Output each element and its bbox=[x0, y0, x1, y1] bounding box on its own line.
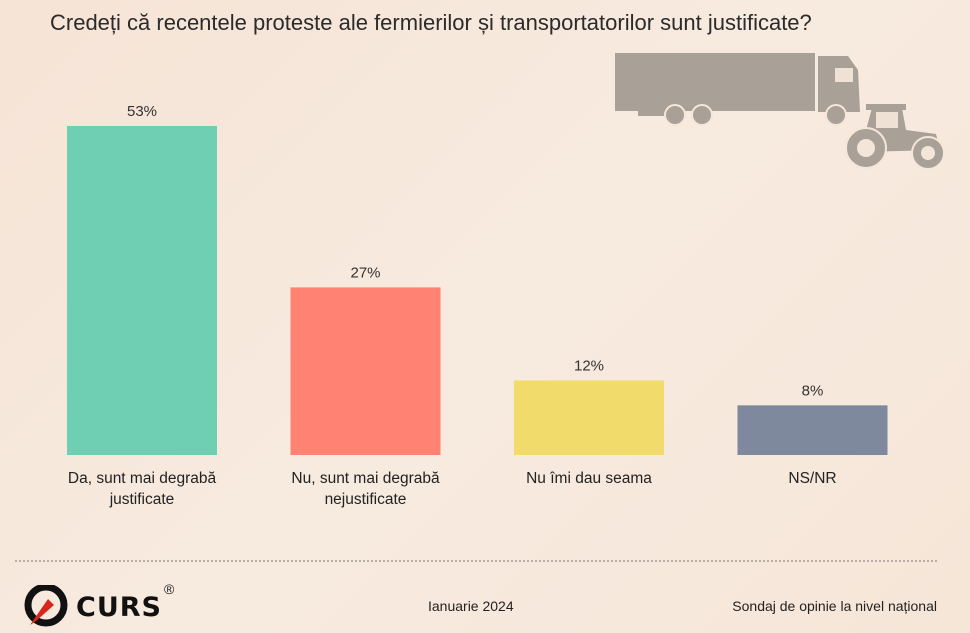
curs-logo-icon bbox=[24, 585, 68, 627]
tractor-icon bbox=[845, 104, 945, 170]
data-label: 53% bbox=[127, 103, 157, 120]
survey-source: Sondaj de opinie la nivel național bbox=[732, 598, 937, 614]
bar bbox=[737, 405, 888, 455]
bar bbox=[514, 380, 664, 455]
divider bbox=[15, 560, 937, 562]
truck-icon bbox=[615, 53, 860, 126]
survey-date: Ianuarie 2024 bbox=[428, 598, 514, 614]
category-label: Da, sunt mai degrabă bbox=[68, 470, 217, 487]
curs-logo: CURS ® bbox=[22, 581, 174, 629]
data-label: 12% bbox=[574, 358, 604, 375]
category-label: Nu, sunt mai degrabă bbox=[291, 470, 440, 487]
category-label: nejustificate bbox=[325, 491, 407, 508]
bar bbox=[67, 126, 217, 455]
chart-title: Credeți că recentele proteste ale fermie… bbox=[50, 10, 812, 35]
data-label: 27% bbox=[350, 264, 380, 281]
category-label: Nu îmi dau seama bbox=[526, 470, 652, 487]
bar bbox=[290, 287, 441, 455]
logo-text: CURS bbox=[76, 591, 162, 623]
data-label: 8% bbox=[802, 382, 824, 399]
category-label: NS/NR bbox=[788, 470, 836, 487]
registered-mark: ® bbox=[163, 581, 175, 597]
category-label: justificate bbox=[109, 491, 175, 508]
bar-chart: 53% Da, sunt mai degrabă justificate 27% Nu,… bbox=[67, 53, 945, 508]
